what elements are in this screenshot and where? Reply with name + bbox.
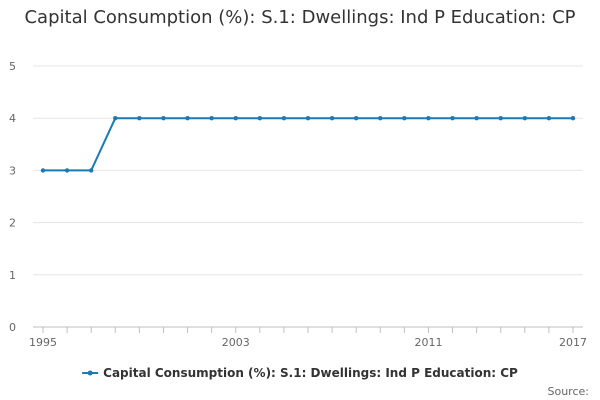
chart-title: Capital Consumption (%): S.1: Dwellings:… bbox=[24, 7, 576, 28]
y-tick-label: 1 bbox=[9, 269, 16, 282]
data-point bbox=[137, 116, 142, 121]
data-point bbox=[185, 116, 190, 121]
data-point bbox=[113, 116, 118, 121]
data-point bbox=[450, 116, 455, 121]
data-point bbox=[88, 168, 94, 173]
data-point bbox=[281, 116, 287, 121]
data-point bbox=[474, 116, 479, 121]
data-point bbox=[498, 116, 503, 121]
data-point bbox=[426, 116, 431, 121]
data-point bbox=[378, 116, 383, 121]
data-point bbox=[329, 116, 335, 121]
data-point bbox=[257, 116, 263, 121]
data-point bbox=[305, 116, 311, 121]
legend-symbol-point bbox=[87, 370, 93, 376]
y-tick-label: 0 bbox=[9, 321, 16, 334]
data-point bbox=[40, 168, 46, 173]
y-tick-label: 4 bbox=[9, 112, 16, 125]
data-point bbox=[402, 116, 407, 121]
x-tick-label: 2011 bbox=[414, 336, 442, 349]
source-label: Source: bbox=[548, 385, 590, 398]
data-point bbox=[570, 116, 576, 121]
data-point bbox=[161, 116, 166, 121]
data-point bbox=[233, 116, 238, 121]
y-tick-label: 3 bbox=[9, 164, 16, 177]
x-tick-label: 2003 bbox=[222, 336, 250, 349]
series-line bbox=[43, 117, 573, 172]
data-point bbox=[546, 116, 552, 121]
data-point bbox=[209, 116, 214, 121]
legend-label: Capital Consumption (%): S.1: Dwellings:… bbox=[103, 366, 518, 380]
y-tick-label: 5 bbox=[9, 60, 16, 73]
y-tick-label: 2 bbox=[9, 217, 16, 230]
data-point bbox=[64, 168, 70, 173]
x-tick-label: 2017 bbox=[559, 336, 587, 349]
x-tick-label: 1995 bbox=[29, 336, 57, 349]
data-point bbox=[522, 116, 528, 121]
data-point bbox=[353, 116, 359, 121]
